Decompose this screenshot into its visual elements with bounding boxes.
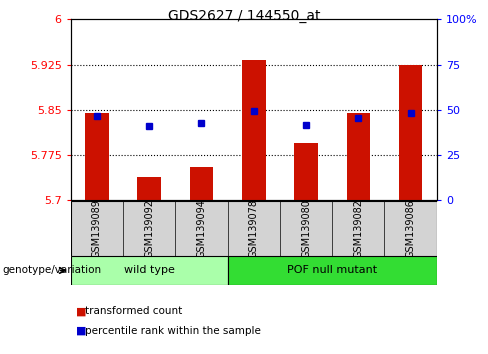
Bar <box>399 65 423 200</box>
Bar <box>71 256 227 285</box>
Text: GSM139086: GSM139086 <box>406 199 416 258</box>
Bar <box>85 113 109 200</box>
Text: wild type: wild type <box>124 266 175 275</box>
Text: GSM139078: GSM139078 <box>249 199 259 258</box>
Text: ■: ■ <box>76 326 86 336</box>
Text: GSM139080: GSM139080 <box>301 199 311 258</box>
Bar <box>190 167 213 200</box>
Text: GSM139092: GSM139092 <box>144 199 154 258</box>
Text: percentile rank within the sample: percentile rank within the sample <box>85 326 261 336</box>
Text: POF null mutant: POF null mutant <box>287 266 377 275</box>
Bar <box>346 113 370 200</box>
Text: GSM139094: GSM139094 <box>197 199 206 258</box>
Text: GDS2627 / 144550_at: GDS2627 / 144550_at <box>168 9 320 23</box>
Text: transformed count: transformed count <box>85 306 183 316</box>
Bar <box>227 256 437 285</box>
Text: ■: ■ <box>76 306 86 316</box>
Text: genotype/variation: genotype/variation <box>2 266 102 275</box>
Bar <box>138 177 161 200</box>
Text: GSM139082: GSM139082 <box>353 199 364 258</box>
Bar <box>294 143 318 200</box>
Bar <box>242 61 265 200</box>
Text: GSM139089: GSM139089 <box>92 199 102 258</box>
